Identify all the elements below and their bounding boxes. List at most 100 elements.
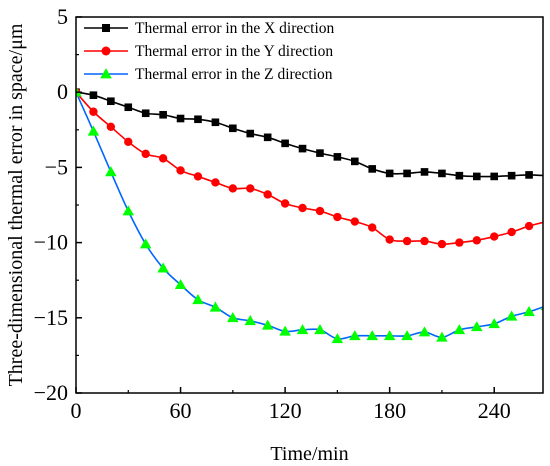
series-z-point (523, 306, 535, 317)
series-z-point (436, 331, 448, 342)
series-x-point (176, 114, 185, 123)
series-x-point (472, 172, 481, 181)
series-z (76, 86, 543, 344)
series-x-point (438, 169, 446, 178)
series-y-point (333, 212, 342, 222)
series-y-point (106, 122, 116, 131)
series-y-point (507, 227, 516, 237)
x-tick-label: 0 (71, 398, 82, 423)
series-x-point (298, 144, 307, 153)
y-tick-label: −5 (45, 154, 68, 179)
series-x-point (333, 153, 342, 161)
series-z-point (209, 301, 222, 312)
series-z-point (227, 312, 239, 323)
series-y (76, 88, 543, 249)
series-y-point (420, 236, 429, 246)
series-y-point (246, 184, 255, 193)
series-y-point (490, 232, 499, 241)
series-x-point (507, 171, 516, 180)
y-tick-label: −20 (34, 380, 68, 405)
series-y-point (228, 184, 238, 193)
y-tick-label: 5 (57, 4, 68, 29)
legend-item-y: Thermal error in the Y direction (84, 43, 333, 60)
series-y-point (350, 217, 360, 226)
series-z-point (453, 324, 466, 335)
series-x (76, 88, 543, 181)
series-y-point (263, 190, 272, 199)
series-y-point (211, 178, 220, 187)
y-tick-label: −10 (34, 230, 68, 255)
series-z-point (366, 330, 378, 341)
series-x-point (263, 133, 272, 142)
legend-item-x: Thermal error in the X direction (84, 20, 335, 37)
series-x-point (194, 115, 202, 124)
series-x-line (76, 91, 543, 178)
legend-label: Thermal error in the Y direction (135, 43, 333, 60)
series-y-point (89, 107, 98, 116)
series-z-point (349, 330, 361, 341)
series-x-point (490, 172, 499, 181)
series-z-point (261, 319, 274, 330)
series-z-point (383, 330, 396, 341)
legend-label: Thermal error in the Z direction (135, 66, 333, 83)
series-z-point (418, 326, 431, 337)
series-z-line (76, 91, 543, 340)
series-y-point (385, 235, 394, 244)
legend-label: Thermal error in the X direction (135, 20, 335, 37)
axis-ticks: 0 60 120 180 240 5 0 −5 −10 −15 −20 (34, 4, 511, 423)
series-z-point (174, 278, 187, 290)
series-y-point (176, 166, 185, 175)
plot-series (76, 86, 543, 344)
series-z-point (488, 318, 500, 329)
series-y-point (315, 206, 325, 216)
legend-item-z: Thermal error in the Z direction (84, 66, 333, 83)
series-z-point (331, 333, 344, 344)
series-y-point (524, 221, 534, 231)
series-x-point (124, 103, 133, 112)
x-tick-label: 180 (373, 398, 406, 423)
series-x-point (368, 165, 377, 173)
series-x-point (420, 168, 429, 176)
series-y-point (298, 203, 307, 213)
series-z-point (122, 205, 135, 216)
series-x-point (141, 109, 150, 118)
x-axis-title: Time/min (270, 443, 348, 465)
series-y-point (472, 236, 481, 245)
series-x-point (211, 118, 220, 127)
series-z-point (314, 324, 326, 335)
series-z-point (471, 321, 483, 332)
x-tick-label: 60 (170, 398, 192, 423)
y-axis-title: Three-dimensional thermal error in space… (5, 23, 27, 386)
series-z-point (279, 325, 291, 336)
series-y-point (124, 137, 133, 147)
series-x-point (229, 124, 237, 133)
x-tick-label: 240 (478, 398, 511, 423)
series-y-point (368, 223, 377, 232)
legend: Thermal error in the X direction Thermal … (84, 20, 335, 83)
series-x-point (281, 139, 289, 148)
series-x-point (246, 129, 255, 138)
series-x-point (525, 171, 533, 179)
series-y-point (193, 172, 203, 181)
series-y-point (455, 238, 464, 247)
legend-marker (102, 24, 110, 32)
series-z-point (105, 166, 117, 177)
series-x-point (89, 91, 98, 100)
series-x-point (455, 171, 464, 180)
legend-marker (100, 68, 112, 79)
series-y-point (141, 149, 150, 159)
series-y-point (402, 236, 412, 246)
series-x-point (107, 97, 115, 106)
series-y-line (76, 91, 543, 245)
series-x-point (542, 171, 543, 180)
series-z-point (139, 238, 152, 249)
series-x-point (403, 169, 411, 178)
series-z-point (244, 315, 257, 326)
series-z-point (401, 330, 413, 341)
series-x-point (316, 149, 324, 157)
series-z-point (87, 125, 100, 136)
legend-marker (101, 46, 111, 56)
series-z-point (540, 306, 543, 311)
y-tick-label: 0 (57, 79, 68, 104)
